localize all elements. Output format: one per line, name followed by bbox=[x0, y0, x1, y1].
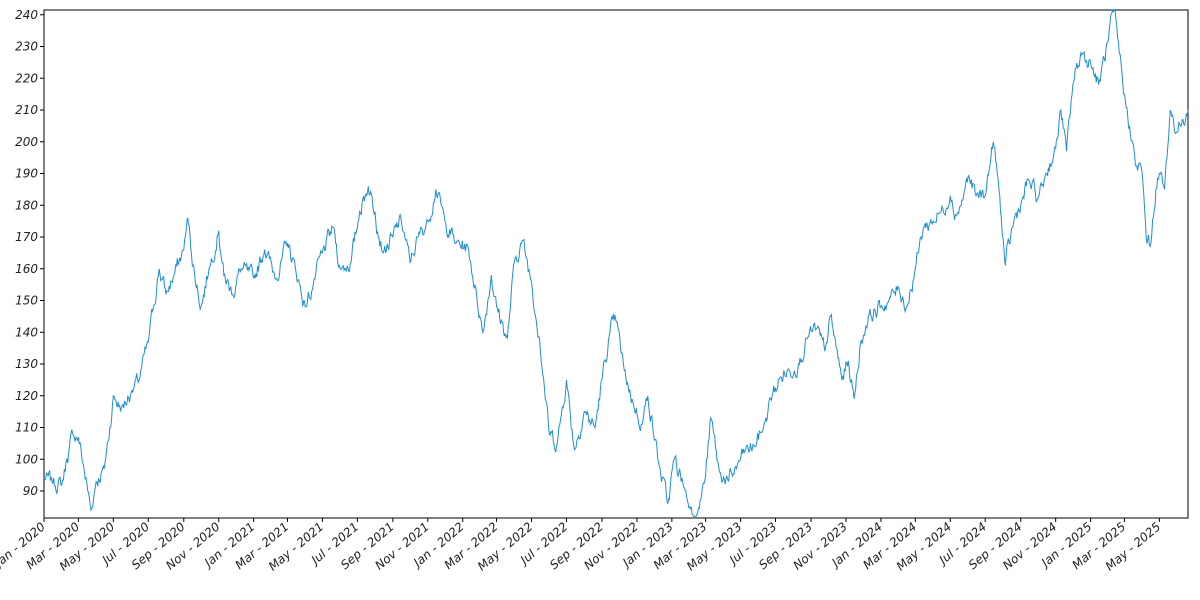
y-tick-label: 90 bbox=[23, 484, 39, 498]
y-tick-label: 170 bbox=[15, 230, 38, 244]
plot-area bbox=[43, 9, 1189, 519]
y-tick-label: 100 bbox=[15, 452, 38, 466]
y-tick-label: 230 bbox=[15, 40, 38, 54]
y-axis: 90 100 110 120 130 140 150 160 170 180 190 200 210 22… bbox=[15, 8, 44, 498]
y-tick-label: 120 bbox=[15, 389, 38, 403]
y-tick-label: 220 bbox=[15, 71, 38, 85]
y-tick-label: 210 bbox=[15, 103, 38, 117]
y-tick-label: 240 bbox=[15, 8, 38, 22]
y-tick-label: 200 bbox=[15, 135, 38, 149]
y-tick-label: 180 bbox=[15, 198, 38, 212]
y-tick-label: 190 bbox=[15, 167, 38, 181]
y-tick-label: 160 bbox=[15, 262, 38, 276]
y-tick-label: 150 bbox=[15, 294, 38, 308]
price-line bbox=[43, 8, 1189, 517]
y-tick-label: 110 bbox=[15, 421, 38, 435]
y-tick-label: 140 bbox=[15, 325, 38, 339]
y-tick-label: 130 bbox=[15, 357, 38, 371]
